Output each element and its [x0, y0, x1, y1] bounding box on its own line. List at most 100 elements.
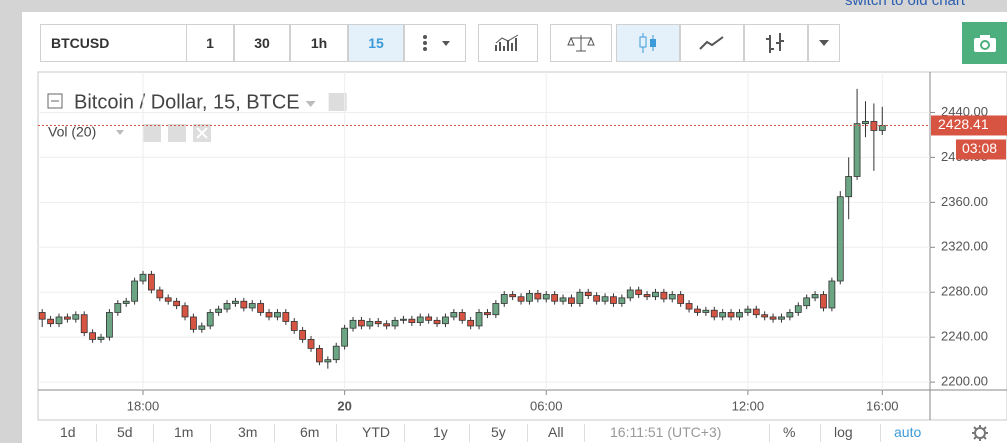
separator: [336, 424, 337, 442]
candles-icon: [639, 33, 656, 53]
range-button[interactable]: All: [548, 424, 564, 440]
arrow-icon: [819, 40, 829, 46]
candle-body: [534, 292, 542, 300]
candles-style[interactable]: [616, 24, 680, 62]
candle-body: [416, 316, 424, 323]
candle-body: [156, 289, 164, 299]
candle-body: [458, 312, 466, 321]
candle-body: [55, 316, 63, 325]
x-tick-label: 16:00: [866, 398, 899, 413]
range-button[interactable]: 3m: [238, 424, 258, 440]
candle-body: [862, 121, 869, 125]
candle-body: [190, 316, 197, 330]
candle-body: [517, 296, 525, 302]
candle-body: [769, 316, 777, 320]
scale-option[interactable]: %: [783, 424, 796, 440]
indicator-menu[interactable]: [116, 130, 124, 135]
interval-button[interactable]: 1h: [290, 24, 348, 62]
compare-button[interactable]: [550, 24, 612, 62]
remove-cross: [196, 127, 208, 139]
symbol-box[interactable]: BTCUSD: [40, 24, 187, 62]
y-tick-label: 2240.00: [941, 329, 988, 344]
bars-style[interactable]: [744, 24, 808, 62]
grid: [38, 72, 930, 390]
x-tick-label: 06:00: [530, 398, 563, 413]
range-button[interactable]: 1y: [433, 424, 448, 440]
candle-body: [139, 273, 147, 282]
candle-body: [173, 300, 181, 307]
candle-body: [206, 312, 214, 327]
candle-body: [148, 273, 155, 291]
y-tick-label: 2320.00: [941, 239, 988, 254]
interval-menu[interactable]: [404, 24, 466, 62]
range-button[interactable]: 5y: [491, 424, 506, 440]
candle-body: [72, 314, 80, 320]
style-menu[interactable]: [808, 24, 840, 62]
candle-body: [290, 321, 298, 331]
old-chart-link[interactable]: switch to old chart: [845, 0, 966, 9]
candle-body: [408, 318, 416, 323]
range-button[interactable]: 1m: [174, 424, 194, 440]
candle-body: [181, 305, 189, 318]
candle-body: [559, 297, 567, 302]
y-tick-label: 2280.00: [941, 284, 988, 299]
candle-body: [820, 294, 827, 309]
eye-icon[interactable]: [143, 124, 161, 142]
candle-body: [274, 312, 281, 318]
chart-frame: [37, 71, 1007, 421]
candle-body: [248, 303, 256, 309]
interval-button[interactable]: 1: [186, 24, 234, 62]
candle-body: [643, 294, 651, 298]
candle-body: [635, 289, 643, 295]
interval-button[interactable]: 15: [348, 24, 404, 62]
range-button[interactable]: 1d: [60, 424, 76, 440]
separator: [274, 424, 275, 442]
candle-body: [652, 291, 659, 298]
separator: [210, 424, 211, 442]
candle-body: [383, 323, 391, 327]
candle-body: [450, 312, 458, 318]
scale-option[interactable]: auto: [894, 424, 922, 440]
camera-icon: [974, 35, 996, 52]
range-button[interactable]: 6m: [300, 424, 320, 440]
candle-body: [786, 312, 794, 318]
settings-gear[interactable]: [970, 424, 990, 442]
candle-body: [299, 330, 307, 340]
separator: [880, 424, 881, 442]
candle-body: [349, 319, 357, 329]
collapse-icon[interactable]: [47, 93, 63, 109]
candle-body: [232, 300, 239, 304]
candle-body: [702, 309, 710, 313]
candle-body: [332, 345, 340, 361]
candle-body: [828, 280, 836, 309]
candle-body: [551, 294, 559, 302]
range-button[interactable]: 5d: [117, 424, 133, 440]
range-button[interactable]: YTD: [362, 424, 390, 440]
title-menu[interactable]: [305, 101, 316, 107]
line-icon: [699, 36, 724, 50]
candle-body: [803, 297, 811, 307]
line-style[interactable]: [680, 24, 744, 62]
interval-button[interactable]: 30: [234, 24, 290, 62]
indicators-icon: [495, 34, 519, 51]
candle-body: [660, 291, 668, 300]
candle-body: [307, 339, 315, 349]
candle-body: [878, 125, 886, 131]
candle-body: [64, 316, 71, 320]
candle-body: [811, 294, 819, 299]
candle-body: [727, 312, 735, 318]
legend: Bitcoin / Dollar, 15, BTCE Vol (20): [47, 91, 300, 142]
y-tick-label: 2360.00: [941, 194, 988, 209]
indicators-button[interactable]: [478, 24, 538, 62]
candle-body: [122, 300, 130, 304]
candle-body: [374, 321, 382, 325]
scale-option[interactable]: log: [834, 424, 853, 440]
last-price-label: 2428.41: [938, 116, 989, 132]
settings-icon[interactable]: [168, 124, 186, 142]
countdown-box: [956, 139, 1006, 160]
candle-body: [677, 294, 685, 304]
candle-body: [391, 319, 399, 327]
candle-body: [610, 296, 617, 304]
separator: [820, 424, 821, 442]
snapshot-button[interactable]: [962, 22, 1007, 64]
